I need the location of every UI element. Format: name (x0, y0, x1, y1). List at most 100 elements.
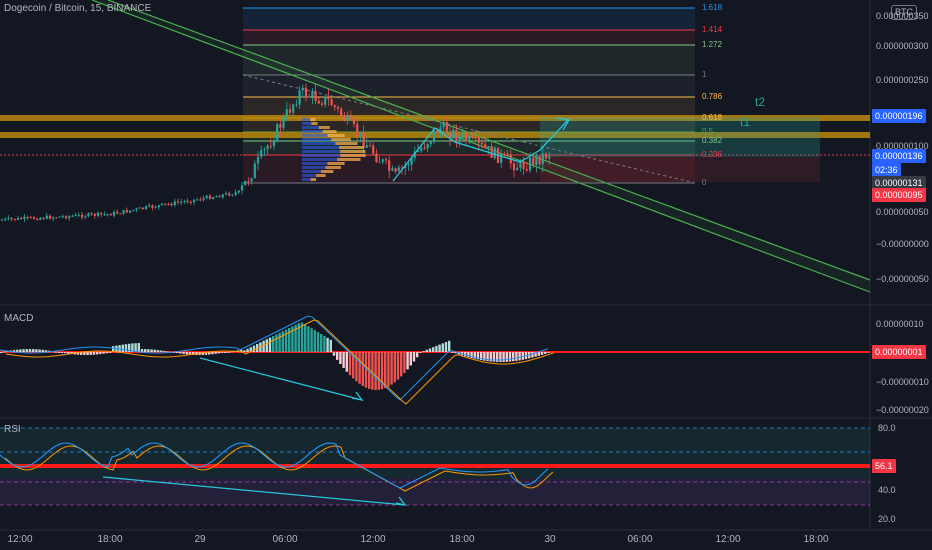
macd-histogram-bar (496, 352, 499, 362)
candle-body (455, 129, 458, 141)
macd-line (0, 315, 549, 401)
candle-body (541, 153, 544, 165)
macd-histogram-bar (329, 339, 332, 352)
candle-body (516, 167, 519, 171)
volume-profile-bar (302, 130, 323, 133)
volume-profile-bar (331, 138, 351, 141)
macd-signal-line (5, 319, 555, 405)
time-axis-label: 12:00 (360, 534, 386, 545)
candle-body (269, 145, 272, 147)
fib-zone (243, 30, 695, 45)
candle-body (528, 157, 532, 171)
rsi-value-tag: 56.1 (872, 459, 896, 473)
macd-histogram-bar (240, 349, 243, 352)
candle-body (151, 205, 154, 208)
volume-profile-bar (310, 178, 317, 181)
candle-body (538, 155, 541, 165)
candle-body (189, 202, 192, 204)
candle-body (282, 116, 285, 128)
macd-histogram-bar (217, 352, 220, 354)
candle-body (381, 159, 384, 162)
candle-body (253, 163, 256, 179)
macd-histogram-bar (323, 335, 326, 352)
volume-profile-bar (302, 170, 321, 173)
macd-histogram-bar (265, 339, 268, 352)
candle-body (4, 218, 7, 220)
macd-histogram-bar (345, 352, 348, 372)
macd-histogram-bar (364, 352, 368, 388)
macd-divergence-arrowhead (351, 391, 364, 401)
candle-body (96, 212, 100, 216)
candle-body (103, 214, 106, 216)
macd-histogram-bar (300, 322, 304, 352)
macd-histogram-bar (108, 352, 112, 353)
candle-body (90, 213, 93, 215)
fib-level-label: 1.618 (702, 3, 723, 12)
candle-body (464, 133, 468, 142)
candle-body (375, 153, 378, 162)
candle-body (218, 196, 221, 198)
macd-histogram-bar (371, 352, 374, 390)
fib-level-label: 1.414 (702, 25, 723, 34)
macd-histogram-bar (201, 352, 204, 355)
rsi-band-zone (0, 478, 870, 505)
volume-profile-bar (302, 126, 319, 129)
fib-zone (243, 118, 695, 132)
macd-histogram-bar (304, 324, 307, 352)
candle-body (445, 122, 448, 134)
price-tag: 0.00000196 (872, 109, 926, 123)
macd-histogram-bar (134, 343, 137, 352)
price-axis-label: 0.000000100 (876, 141, 929, 151)
macd-histogram-bar (70, 352, 73, 355)
macd-histogram-bar (172, 352, 176, 353)
price-axis-label: 0.000000250 (876, 75, 929, 85)
macd-histogram-bar (121, 344, 124, 352)
candle-body (77, 214, 80, 216)
volume-profile-bar (302, 138, 332, 141)
candle-body (52, 217, 55, 219)
macd-histogram-bar (435, 345, 438, 352)
macd-histogram-bar (483, 352, 486, 361)
macd-histogram-bar (150, 349, 153, 352)
volume-profile-bar (327, 134, 345, 137)
macd-histogram-bar (316, 332, 320, 352)
macd-histogram-bar (144, 349, 147, 352)
candle-body (426, 143, 429, 149)
candle-body (10, 217, 13, 220)
macd-histogram-bar (432, 347, 435, 352)
volume-profile-bar (335, 142, 358, 145)
currency-button[interactable]: BTC (891, 5, 917, 20)
macd-histogram-bar (252, 345, 256, 352)
time-axis-label: 18:00 (97, 534, 123, 545)
candle-body (493, 147, 496, 158)
macd-value-tag: 0.00000001 (872, 345, 926, 359)
rsi-axis-label: 40.0 (878, 485, 896, 495)
macd-histogram-bar (547, 352, 550, 353)
macd-histogram-bar (454, 352, 457, 354)
candle-body (423, 147, 426, 149)
candle-body (442, 122, 445, 128)
candle-body (432, 130, 436, 141)
time-axis-label: 12:00 (715, 534, 741, 545)
candle-body (439, 127, 442, 134)
macd-histogram-bar (412, 352, 416, 362)
macd-histogram-bar (272, 336, 275, 352)
macd-histogram-bar (374, 352, 377, 390)
macd-histogram-bar (531, 352, 534, 358)
candle-body (80, 214, 84, 218)
volume-profile-bar (302, 178, 311, 181)
macd-histogram-bar (262, 340, 265, 352)
price-axis-label: 0.000000050 (876, 207, 929, 217)
macd-histogram-bar (508, 352, 512, 362)
macd-histogram-bar (425, 349, 428, 352)
candle-body (212, 197, 215, 200)
fib-zone (243, 97, 695, 118)
candle-body (304, 87, 308, 98)
candle-body (58, 216, 61, 218)
macd-title: MACD (4, 313, 34, 324)
candle-body (298, 90, 301, 105)
candle-body (164, 203, 167, 205)
candle-body (205, 195, 208, 198)
volume-profile-bar (340, 154, 366, 157)
